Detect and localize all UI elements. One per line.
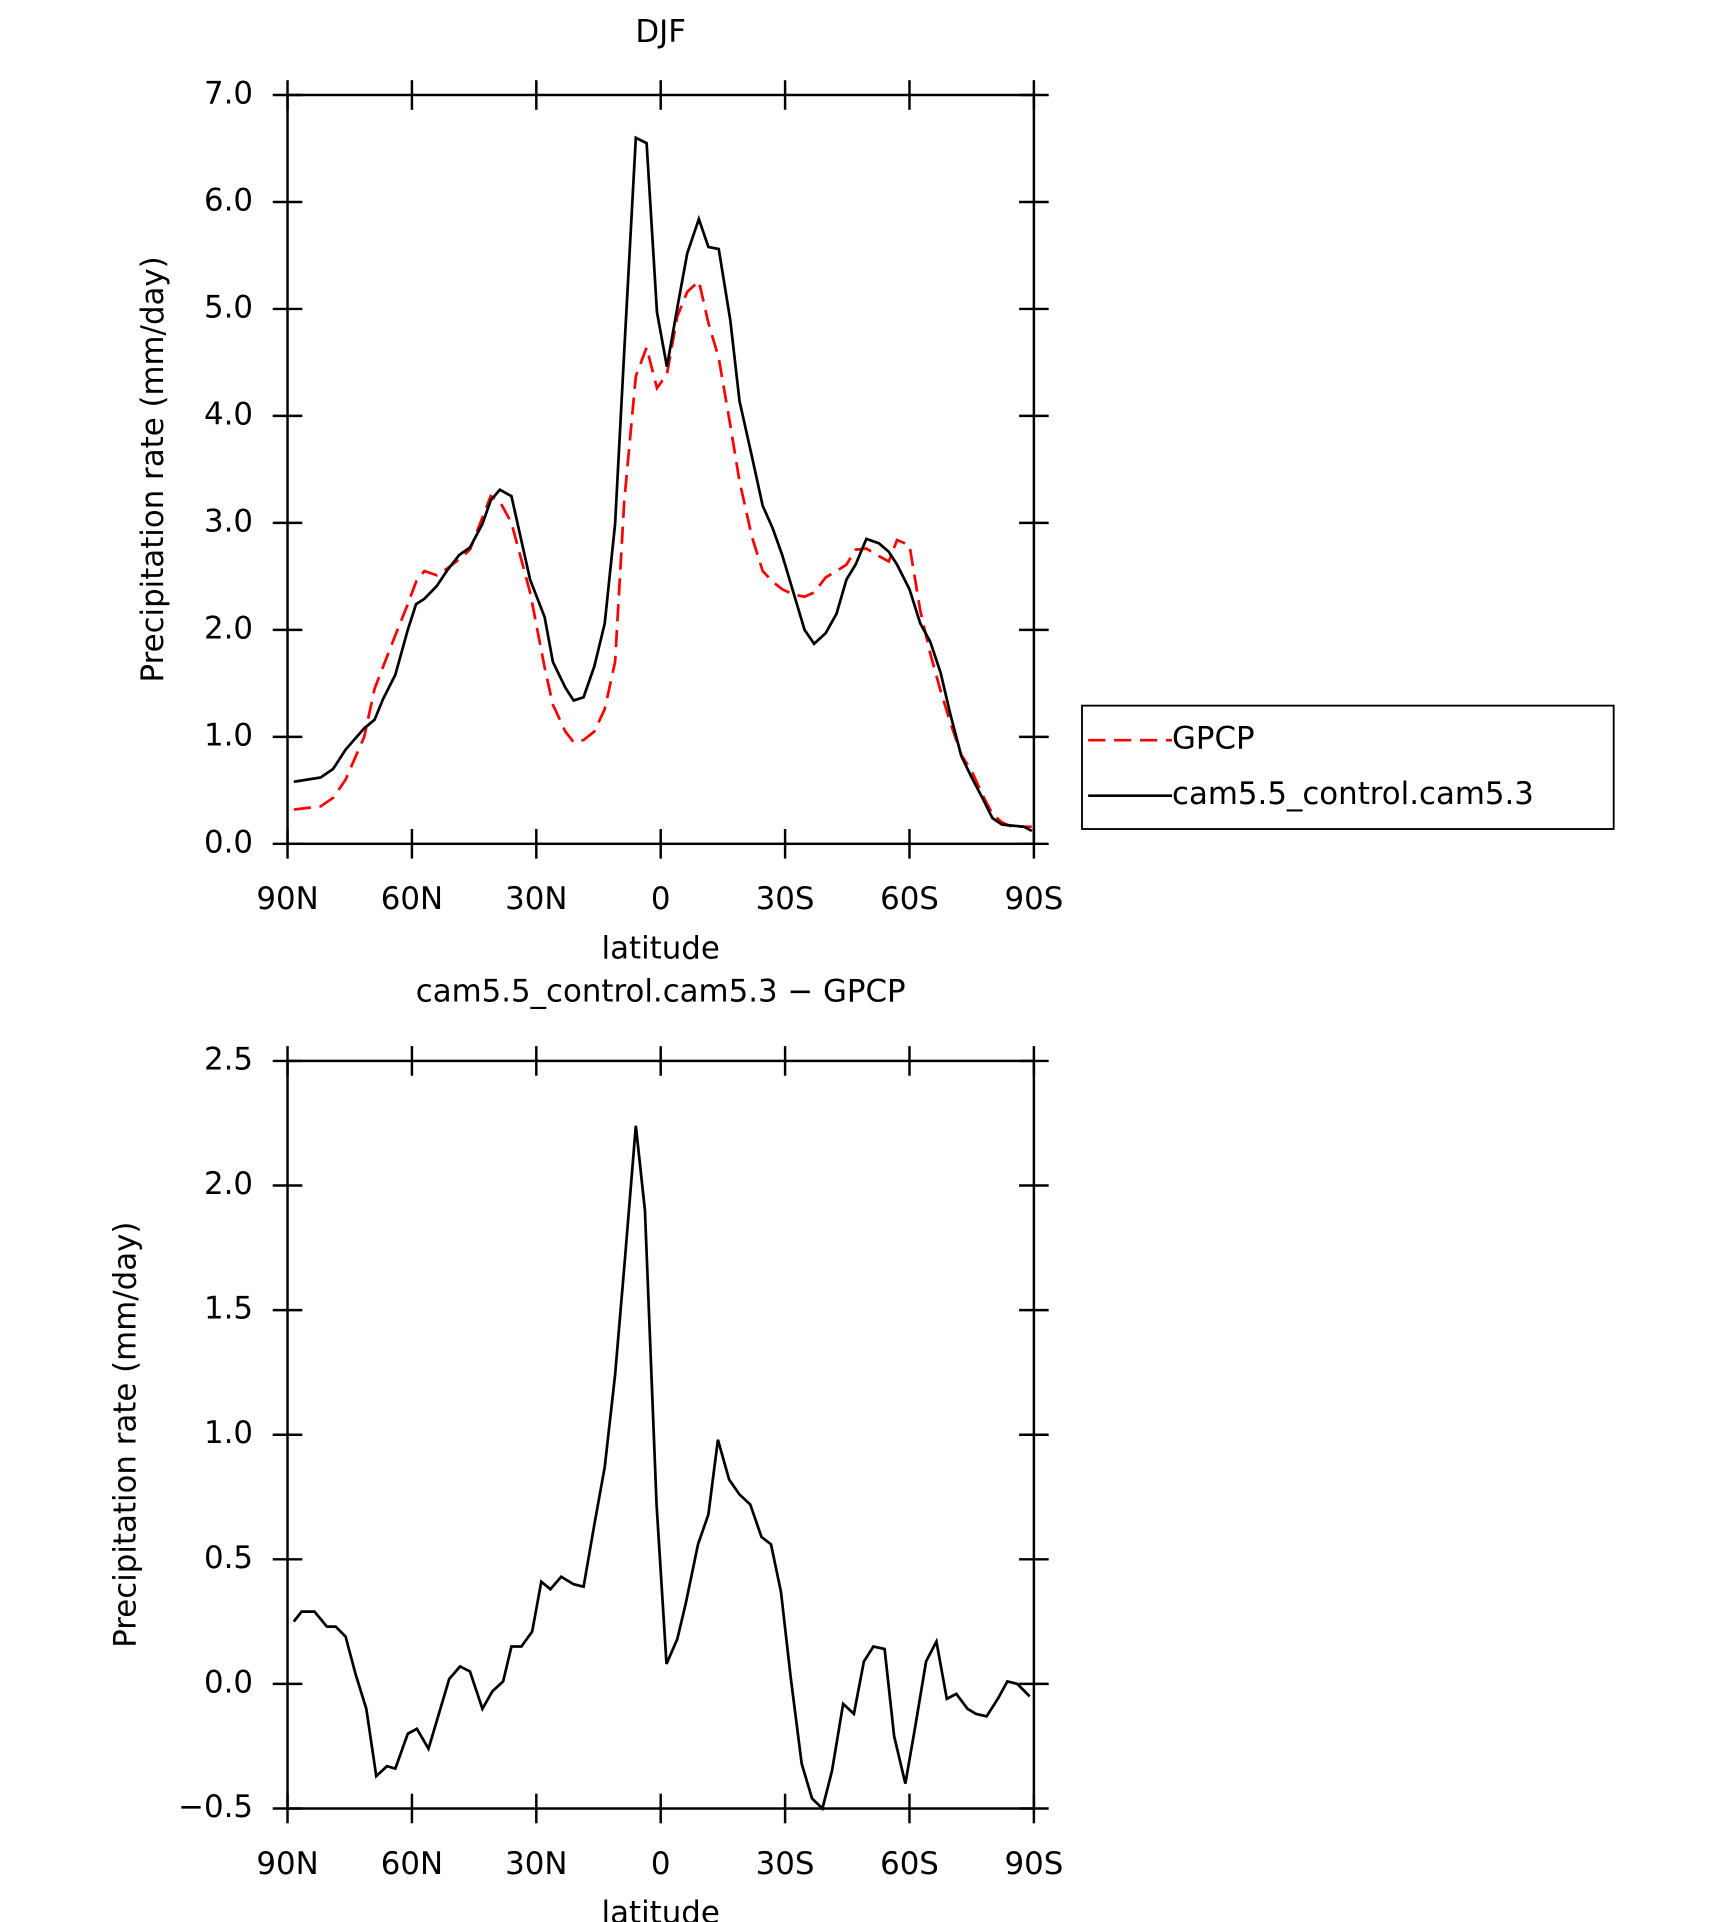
legend-label: GPCP: [1172, 721, 1255, 757]
y-tick-label: 7.0: [204, 75, 253, 111]
x-tick-label: 60S: [880, 881, 939, 917]
y-tick-label: 1.0: [204, 1415, 253, 1451]
y-tick-label: 4.0: [204, 396, 253, 432]
plot-frame: [286, 93, 1036, 846]
x-tick-label: 90N: [256, 881, 318, 917]
y-tick-label: 2.0: [204, 1166, 253, 1202]
x-tick-label: 90N: [256, 1846, 318, 1882]
chart-title: DJF: [635, 14, 686, 50]
x-axis-label: latitude: [602, 930, 720, 966]
y-tick-label: 2.0: [204, 610, 253, 646]
y-tick-label: −0.5: [178, 1789, 253, 1825]
y-tick-label: 0.5: [204, 1540, 253, 1576]
x-tick-label: 60S: [880, 1846, 939, 1882]
y-tick-label: 2.5: [204, 1041, 253, 1077]
x-axis-label: latitude: [602, 1895, 720, 1922]
x-tick-label: 30N: [505, 881, 567, 917]
data-line: [293, 135, 1033, 833]
y-axis-label: Precipitation rate (mm/day): [135, 256, 171, 682]
y-tick-label: 3.0: [204, 503, 253, 539]
legend-label: cam5.5_control.cam5.3: [1172, 776, 1534, 812]
x-tick-label: 0: [651, 1846, 671, 1882]
x-tick-label: 60N: [381, 881, 443, 917]
data-line: [292, 1125, 1031, 1812]
y-tick-label: 6.0: [204, 182, 253, 218]
chart-title: cam5.5_control.cam5.3 − GPCP: [416, 974, 906, 1010]
x-tick-label: 30S: [756, 881, 815, 917]
y-tick-label: 1.5: [204, 1291, 253, 1327]
x-tick-label: 0: [651, 881, 671, 917]
x-tick-label: 30S: [756, 1846, 815, 1882]
x-tick-label: 60N: [381, 1846, 443, 1882]
x-tick-label: 30N: [505, 1846, 567, 1882]
data-line: [293, 278, 1032, 829]
y-tick-label: 5.0: [204, 289, 253, 325]
y-axis-label: Precipitation rate (mm/day): [108, 1222, 144, 1648]
legend-box: [1081, 704, 1615, 830]
plot-frame: [286, 1059, 1036, 1810]
y-tick-label: 0.0: [204, 824, 253, 860]
x-tick-label: 90S: [1004, 881, 1063, 917]
y-tick-label: 0.0: [204, 1664, 253, 1700]
y-tick-label: 1.0: [204, 717, 253, 753]
x-tick-label: 90S: [1004, 1846, 1063, 1882]
